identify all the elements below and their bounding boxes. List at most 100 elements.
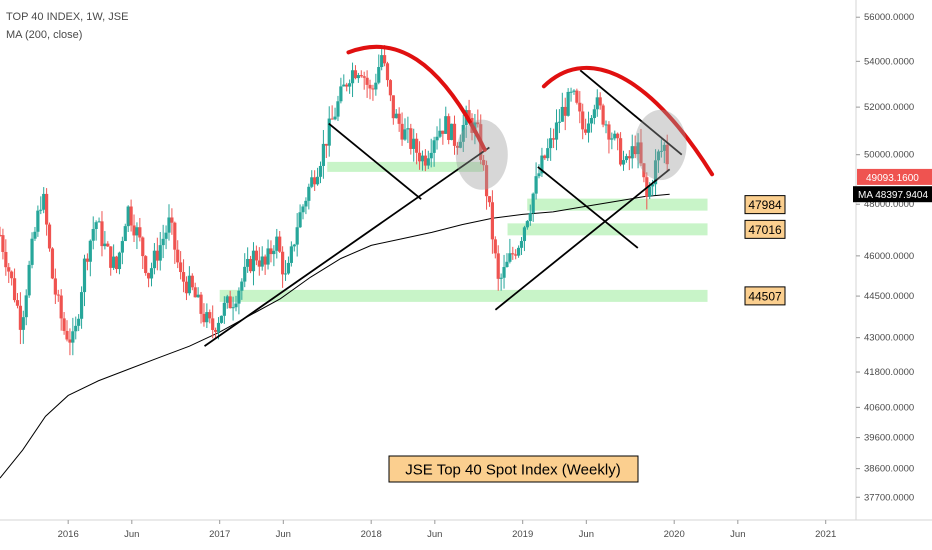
candle-body [444,116,448,134]
candle-body [307,186,311,201]
red-arc [346,44,487,152]
candle-body [94,222,98,230]
candle-body [388,80,393,96]
candle-body [639,142,643,164]
candle-body [199,294,203,314]
last-price-tag [857,168,932,185]
candle-body [508,253,512,262]
candle-body [467,110,471,118]
candle-body [243,266,247,282]
candle-body [292,244,296,247]
candle-body [394,113,398,119]
candle-body [109,246,113,268]
candle-body [610,138,614,140]
x-tick-label: Jun [579,529,594,540]
candle-body [484,165,489,197]
x-tick-label: 2018 [361,529,382,540]
candle-body [517,247,521,256]
candle-body [368,84,372,89]
candle-body [447,116,451,140]
y-tick-label: 41800.0000 [864,367,914,378]
candle-body [266,248,270,265]
highlight-circle [455,119,508,190]
candle-body [380,55,384,68]
candle-body [415,138,419,153]
candle-body [616,133,620,139]
candle-body [74,325,78,332]
candle-body [377,67,381,83]
candle-body [82,258,87,293]
candle-body [65,330,69,340]
candle-body [382,55,387,64]
candle-body [426,158,430,166]
trendline [537,166,639,249]
level-badge-label: 44507 [748,289,782,303]
candle-body [173,222,177,250]
candle-body [417,152,422,162]
y-tick-label: 37700.0000 [864,492,914,503]
y-tick-label: 38600.0000 [864,464,914,475]
candle-body [566,91,570,116]
candle-body [572,90,576,92]
candle-body [549,138,553,149]
candle-body [205,312,209,323]
candle-body [633,146,637,155]
candle-body [257,260,261,267]
candle-body [563,106,567,116]
candle-body [449,123,454,140]
candle-body [50,248,55,279]
candle-body [286,262,291,274]
candle-body [409,128,413,149]
candle-body [254,250,258,261]
candle-body [132,225,136,236]
candle-body [531,193,535,214]
candle-body [656,151,661,161]
candle-body [167,217,171,233]
candle-body [263,256,267,265]
candle-body [251,250,256,272]
candle-body [665,144,669,165]
candle-body [272,250,276,255]
candle-body [493,239,497,254]
candle-body [141,237,145,257]
candle-body [123,226,127,242]
candle-body [161,238,165,246]
candle-body [278,236,282,252]
candle-body [551,138,556,140]
chart-symbol-label: TOP 40 INDEX, 1W, JSE [6,11,129,23]
candle-body [91,229,95,241]
candle-body [543,155,547,159]
candle-body [216,322,221,332]
candle-body [397,113,401,124]
candle-body [514,254,518,256]
trendline [204,146,490,347]
x-tick-label: 2021 [815,529,836,540]
candle-body [234,303,238,308]
candle-body [1,235,5,252]
candle-body [152,250,157,269]
candle-body [114,256,119,270]
x-tick-label: 2020 [664,529,685,540]
candle-body [528,213,532,222]
candle-body [339,86,343,102]
candle-body [248,258,253,272]
candle-body [283,273,288,275]
candle-body [412,138,416,149]
candle-body [653,160,658,185]
candle-body [187,275,191,294]
candle-body [458,141,462,148]
candle-body [228,296,232,309]
red-arc [541,65,715,177]
candle-body [190,275,194,288]
candle-body [100,221,104,247]
candle-body [511,253,515,255]
candle-body [348,83,352,87]
candle-body [499,277,503,279]
candle-body [601,105,605,125]
candle-body [578,102,582,112]
candle-body [18,305,22,330]
candle-body [295,227,299,245]
candle-body [607,124,611,140]
candle-body [36,210,40,232]
